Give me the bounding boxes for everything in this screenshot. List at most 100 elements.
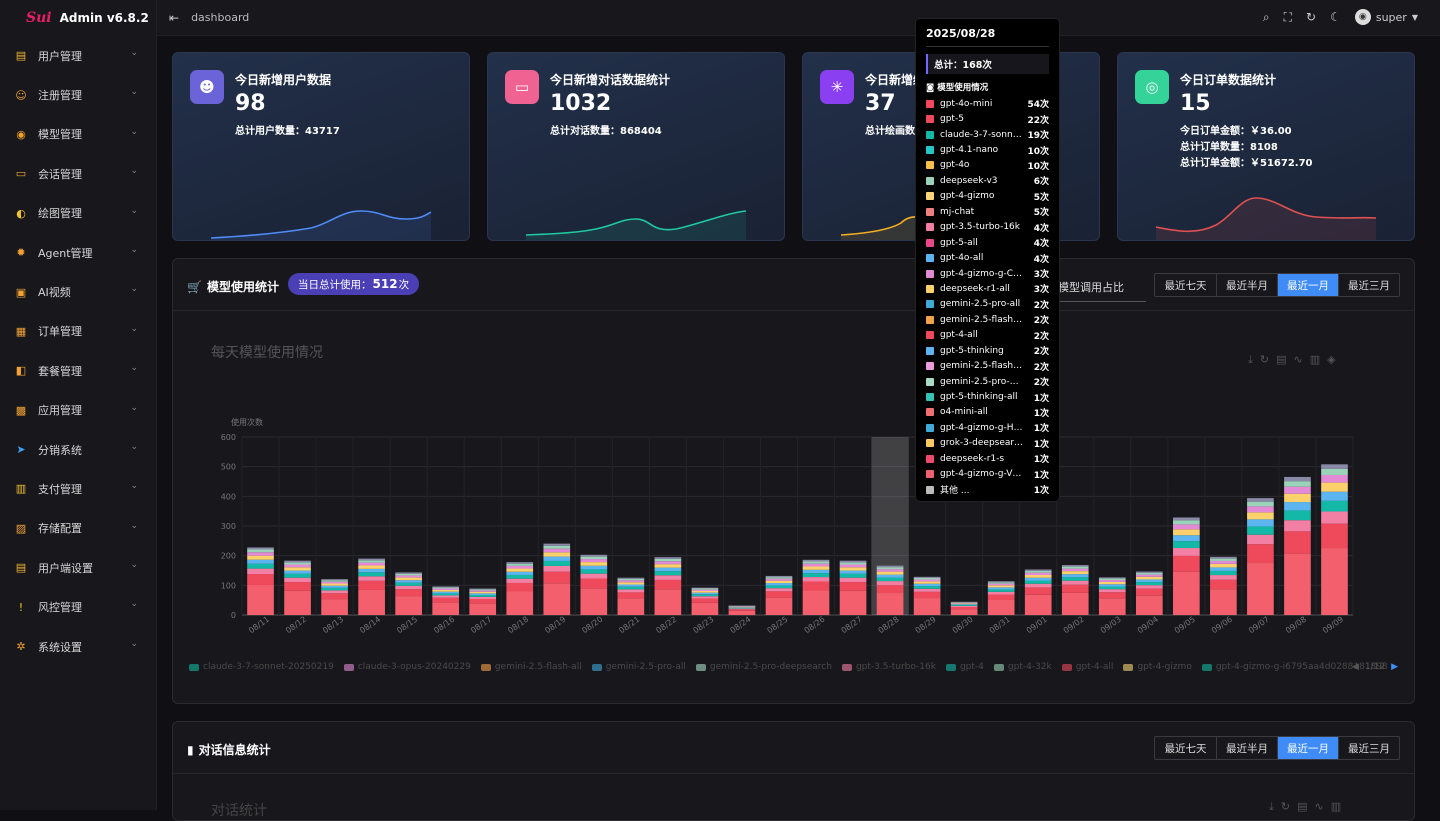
data-view-icon[interactable]: ▤: [1276, 353, 1287, 366]
bar-segment: [765, 577, 793, 579]
legend-prev-icon[interactable]: ◀: [1351, 662, 1359, 672]
legend-swatch: [945, 663, 956, 671]
collapse-sidebar-icon[interactable]: ⇤: [169, 10, 180, 25]
sidebar-item-13[interactable]: ▤ 用户端设置 ⌄: [0, 548, 156, 587]
bar-segment: [321, 580, 348, 582]
bar-chart-icon[interactable]: ▥: [1330, 800, 1342, 813]
bar-segment: [1024, 594, 1052, 615]
user-menu[interactable]: ◉ super ▼: [1354, 9, 1418, 25]
sidebar-item-2[interactable]: ◉ 模型管理 ⌄: [0, 115, 156, 154]
bar-segment: [358, 576, 385, 581]
legend-swatch: [591, 663, 602, 671]
bar-08/23: [691, 587, 719, 615]
range-button-0[interactable]: 最近七天: [1164, 279, 1207, 292]
search-icon[interactable]: ⌕: [1262, 9, 1270, 24]
dark-mode-icon[interactable]: ☾: [1330, 10, 1341, 24]
bar-segment: [1135, 576, 1163, 580]
sidebar-item-1[interactable]: ☺ 注册管理 ⌄: [0, 75, 156, 114]
bar-08/20: [580, 554, 608, 615]
bar-segment: [876, 565, 904, 568]
range-button-2[interactable]: 最近一月: [1277, 737, 1338, 759]
data-view-icon[interactable]: ▤: [1297, 800, 1308, 813]
bar-chart-icon[interactable]: ▥: [1309, 353, 1321, 366]
sidebar-item-label: 绘图管理: [38, 207, 82, 221]
download-icon[interactable]: ⤓: [1248, 353, 1253, 366]
range-button-1[interactable]: 最近半月: [1216, 737, 1277, 759]
restore-icon[interactable]: ↻: [1280, 800, 1291, 813]
tooltip-swatch: [926, 254, 934, 263]
sidebar-item-6[interactable]: ▣ AI视频 ⌄: [0, 272, 156, 311]
legend-item[interactable]: gpt-4: [945, 662, 984, 672]
legend-item[interactable]: gemini-2.5-pro-deepsearch: [695, 662, 832, 672]
sidebar-item-3[interactable]: ▭ 会话管理 ⌄: [0, 154, 156, 193]
sidebar-item-4[interactable]: ◐ 绘图管理 ⌄: [0, 194, 156, 233]
breadcrumb[interactable]: dashboard: [191, 11, 250, 24]
range-button-0[interactable]: 最近七天: [1164, 742, 1207, 755]
legend-label: gpt-3.5-turbo-16k: [855, 662, 936, 672]
refresh-icon[interactable]: ↻: [1306, 10, 1317, 24]
bar-segment: [1098, 577, 1126, 579]
bar-segment: [432, 591, 460, 594]
sidebar-item-12[interactable]: ▨ 存储配置 ⌄: [0, 509, 156, 548]
sidebar-item-9[interactable]: ▩ 应用管理 ⌄: [0, 391, 156, 430]
sidebar-item-label: 支付管理: [38, 482, 82, 496]
restore-icon[interactable]: ↻: [1259, 353, 1270, 366]
tooltip-row: o4-mini-all 1次: [926, 405, 1049, 420]
range-button-3[interactable]: 最近三月: [1338, 737, 1399, 759]
legend-item[interactable]: gpt-4-gizmo: [1123, 662, 1192, 672]
tooltip-model: gpt-4-gizmo-g-H5...: [940, 422, 1023, 433]
sidebar-item-10[interactable]: ➤ 分销系统 ⌄: [0, 430, 156, 469]
tooltip-count: 22次: [1027, 115, 1049, 126]
legend-item[interactable]: gemini-2.5-flash-all: [480, 662, 582, 672]
legend-item[interactable]: gemini-2.5-pro-all: [591, 662, 686, 672]
bar-segment: [1321, 482, 1348, 492]
legend-swatch: [841, 663, 852, 671]
bar-segment: [1173, 535, 1200, 542]
line-chart-icon[interactable]: ∿: [1314, 800, 1324, 813]
bar-09/01: [1024, 569, 1052, 615]
app-logo[interactable]: Sui Admin v6.8.2: [0, 0, 156, 36]
ratio-tab[interactable]: 模型调用占比: [1058, 279, 1146, 302]
stack-icon[interactable]: ◈: [1327, 353, 1336, 366]
sidebar-item-11[interactable]: ▥ 支付管理 ⌄: [0, 469, 156, 508]
bar-08/28: [876, 565, 904, 615]
sparkline-area: [526, 211, 746, 240]
bar-segment: [913, 591, 941, 599]
range-button-2[interactable]: 最近一月: [1277, 274, 1338, 296]
download-icon[interactable]: ⤓: [1269, 800, 1274, 813]
sidebar-item-0[interactable]: ▤ 用户管理 ⌄: [0, 36, 156, 75]
range-button-1[interactable]: 最近半月: [1216, 274, 1277, 296]
tooltip-row: deepseek-r1-s 1次: [926, 451, 1049, 466]
legend-next-icon[interactable]: ▶: [1391, 662, 1398, 672]
chevron-down-icon: ⌄: [130, 323, 138, 334]
chat-panel-header: ▮ 对话信息统计 最近七天 最近半月 最近一月 最近三月: [173, 722, 1414, 774]
legend-item[interactable]: gpt-4-gizmo-g-i6795aa4d0288181898: [1201, 662, 1388, 672]
sidebar-item-14[interactable]: ! 风控管理 ⌄: [0, 587, 156, 626]
sidebar-item-5[interactable]: ✹ Agent管理 ⌄: [0, 233, 156, 272]
range-button-3[interactable]: 最近三月: [1338, 274, 1399, 296]
legend-item[interactable]: claude-3-opus-20240229: [343, 662, 471, 672]
legend-item[interactable]: gpt-4-all: [1061, 662, 1113, 672]
tooltip-rows: gpt-4o-mini 54次 gpt-5 22次 claude-3-7-sonnet.…: [926, 96, 1049, 497]
tooltip-swatch: [926, 115, 934, 124]
register-icon: ☺: [15, 88, 27, 102]
fullscreen-icon[interactable]: ⛶: [1283, 9, 1293, 24]
legend-item[interactable]: gpt-4-32k: [993, 662, 1052, 672]
bar-segment: [1247, 544, 1274, 564]
bar-segment: [876, 577, 904, 582]
tooltip-swatch: [926, 269, 934, 278]
bar-segment: [765, 597, 793, 615]
line-chart-icon[interactable]: ∿: [1293, 353, 1303, 366]
legend-item[interactable]: claude-3-7-sonnet-20250219: [189, 662, 334, 672]
bar-segment: [284, 590, 311, 615]
bar-segment: [950, 604, 978, 605]
bar-segment: [469, 590, 497, 592]
sidebar-item-7[interactable]: ▦ 订单管理 ⌄: [0, 312, 156, 351]
x-tick-label: 08/28: [877, 615, 901, 636]
legend-item[interactable]: gpt-3.5-turbo-16k: [841, 662, 936, 672]
tooltip-row: gpt-4.1-nano 10次: [926, 142, 1049, 157]
sidebar-item-15[interactable]: ✲ 系统设置 ⌄: [0, 627, 156, 666]
bar-segment: [1024, 574, 1052, 578]
sidebar-item-8[interactable]: ◧ 套餐管理 ⌄: [0, 351, 156, 390]
